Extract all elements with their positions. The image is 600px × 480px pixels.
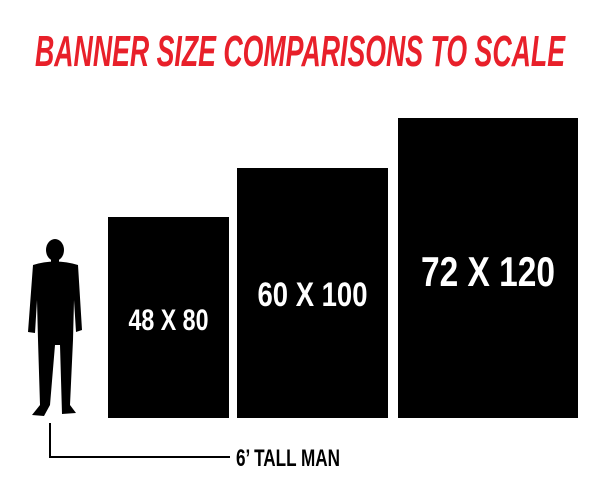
title: BANNER SIZE COMPARISONS TO SCALE [35, 27, 566, 76]
reference-label: 6’ TALL MAN [236, 445, 340, 472]
banner-60x100 [237, 168, 388, 418]
banner-label: 60 X 100 [258, 276, 368, 314]
banner-label: 48 X 80 [129, 304, 209, 337]
banner-72x120 [398, 118, 578, 418]
banner-48x80 [108, 217, 229, 418]
banner-label: 72 X 120 [421, 248, 555, 295]
man-silhouette-icon [28, 239, 82, 416]
reference-connector-line [49, 423, 230, 458]
